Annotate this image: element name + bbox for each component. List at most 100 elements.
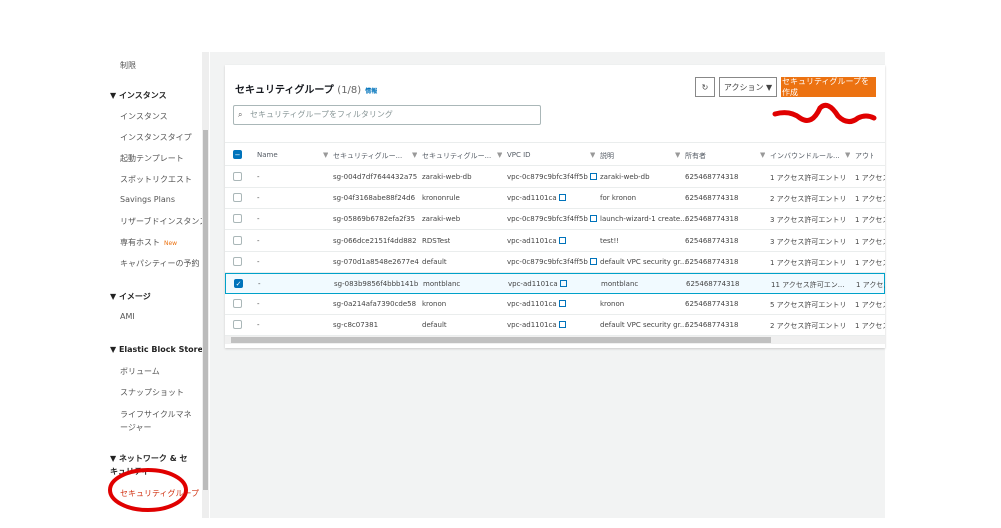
sidebar-item[interactable]: リザーブドインスタンス xyxy=(120,217,208,226)
sort-icon[interactable]: ▼ xyxy=(590,151,596,159)
cell-sg_id[interactable]: sg-04f3168abe88f24d6 xyxy=(333,194,416,203)
column-header[interactable]: VPC ID xyxy=(507,151,531,159)
cell-vpc[interactable]: vpc-0c879c9bfc3f4ff5b xyxy=(507,173,597,181)
table-row[interactable]: - sg-04f3168abe88f24d6 krononrule vpc-ad110… xyxy=(225,188,885,210)
sort-icon[interactable]: ▼ xyxy=(845,151,851,159)
cell-desc: launch-wizard-1 create... xyxy=(600,215,687,224)
column-header[interactable]: Name xyxy=(257,151,278,159)
external-link-icon[interactable] xyxy=(589,215,597,223)
column-header[interactable]: セキュリティグルー... xyxy=(333,152,403,160)
cell-sg_name: krononrule xyxy=(422,194,460,203)
sidebar-scrollbar[interactable] xyxy=(202,52,209,518)
refresh-button[interactable]: ↻ xyxy=(695,77,715,97)
row-checkbox[interactable] xyxy=(233,235,242,245)
row-checkbox[interactable] xyxy=(233,172,242,181)
sidebar-item[interactable]: スポットリクエスト xyxy=(120,175,192,184)
cell-vpc[interactable]: vpc-0c879c9bfc3f4ff5b xyxy=(507,257,597,266)
sidebar-item[interactable]: Savings Plans xyxy=(120,195,175,204)
cell-sg_id[interactable]: sg-0a214afa7390cde58 xyxy=(333,300,417,309)
sidebar: 制限 ▼ インスタンスインスタンスインスタンスタイプ 起動テンプレート スポットリクエ… xyxy=(100,52,207,518)
column-header[interactable]: セキュリティグルー... xyxy=(422,152,492,160)
select-all-checkbox[interactable]: − xyxy=(233,150,242,159)
create-security-group-button[interactable]: セキュリティグループを作成 xyxy=(781,77,876,97)
table-row[interactable]: - sg-004d7df7644432a75 zaraki-web-db vpc-0c… xyxy=(225,167,885,188)
sidebar-section-header[interactable]: ▼ Elastic Block Store xyxy=(110,345,204,354)
sort-icon[interactable]: ▼ xyxy=(760,151,766,159)
cell-vpc[interactable]: vpc-0c879c9bfc3f4ff5b xyxy=(507,215,597,223)
sidebar-item[interactable]: ボリューム xyxy=(120,367,160,376)
external-link-icon[interactable] xyxy=(589,257,597,265)
external-link-icon[interactable] xyxy=(558,321,566,329)
table-row[interactable]: - sg-0a214afa7390cde58 kronon vpc-ad1101ca k… xyxy=(225,294,885,316)
sidebar-item[interactable]: インスタンスタイプ xyxy=(120,133,192,142)
cell-owner: 625468774318 xyxy=(686,280,740,288)
cell-outbound: 1 アクセス xyxy=(855,258,885,267)
cell-vpc[interactable]: vpc-ad1101ca xyxy=(507,300,566,308)
cell-sg_id[interactable]: sg-004d7df7644432a75 xyxy=(333,173,418,181)
sidebar-item[interactable]: インスタンス xyxy=(120,112,168,121)
sidebar-section-header[interactable]: ▼ イメージ xyxy=(110,292,151,301)
cell-sg_id[interactable]: sg-05869b6782efa2f35 xyxy=(333,215,416,224)
cell-vpc[interactable]: vpc-ad1101ca xyxy=(508,280,567,288)
scrollbar-thumb[interactable] xyxy=(203,130,208,490)
search-input[interactable]: ⌕ セキュリティグループをフィルタリング xyxy=(233,105,541,125)
scrollbar-thumb[interactable] xyxy=(231,337,771,343)
external-link-icon[interactable] xyxy=(589,173,597,180)
table-row[interactable]: - sg-066dce2151f4dd882 RDSTest vpc-ad1101ca… xyxy=(225,231,885,252)
cell-sg_id[interactable]: sg-070d1a8548e2677e4 xyxy=(333,257,419,266)
sort-icon[interactable]: ▼ xyxy=(497,151,503,159)
column-header[interactable]: 説明 xyxy=(600,152,614,160)
sort-icon[interactable]: ▼ xyxy=(412,151,418,159)
new-badge: New xyxy=(164,240,178,247)
search-icon: ⌕ xyxy=(238,110,243,119)
external-link-icon[interactable] xyxy=(558,194,566,202)
column-header[interactable]: 所有者 xyxy=(685,152,706,160)
column-header[interactable]: アウトバン xyxy=(855,152,873,160)
cell-inbound: 3 アクセス許可エントリ xyxy=(770,216,847,225)
sidebar-item-limits[interactable]: 制限 xyxy=(120,61,136,70)
cell-outbound: 1 アクセス xyxy=(855,216,885,225)
cell-vpc[interactable]: vpc-ad1101ca xyxy=(507,236,566,245)
sidebar-item[interactable]: 専有ホスト New xyxy=(120,238,178,247)
cell-vpc[interactable]: vpc-ad1101ca xyxy=(507,321,566,329)
external-link-icon[interactable] xyxy=(559,280,567,287)
row-checkbox[interactable] xyxy=(233,320,242,330)
external-link-icon[interactable] xyxy=(558,300,566,308)
sidebar-item[interactable]: ライフサイクルマネージャー xyxy=(120,410,192,432)
table-horizontal-scrollbar[interactable] xyxy=(225,336,885,344)
row-checkbox[interactable] xyxy=(233,193,242,203)
row-checkbox[interactable] xyxy=(233,299,242,309)
column-header[interactable]: インバウンドルール... xyxy=(770,152,840,160)
actions-button[interactable]: アクション ▼ xyxy=(719,77,777,97)
cell-sg_id[interactable]: sg-083b9856f4bbb141b xyxy=(334,280,419,288)
sort-icon[interactable]: ▼ xyxy=(323,151,329,159)
sidebar-item[interactable]: キャパシティーの予約 xyxy=(120,259,200,268)
table-header: − Name ▼ セキュリティグルー... ▼ セキュリティグルー... ▼ VPC ID ▼… xyxy=(225,142,885,166)
row-checkbox[interactable]: ✓ xyxy=(234,279,243,288)
cell-sg_id[interactable]: sg-066dce2151f4dd882 xyxy=(333,236,417,245)
sort-icon[interactable]: ▼ xyxy=(675,151,681,159)
sidebar-item[interactable]: 起動テンプレート xyxy=(120,154,184,163)
cell-owner: 625468774318 xyxy=(685,215,739,224)
sidebar-item[interactable]: AMI xyxy=(120,312,135,321)
external-link-icon[interactable] xyxy=(558,236,566,244)
table-row[interactable]: ✓ - sg-083b9856f4bbb141b montblanc vpc-ad110… xyxy=(225,273,885,294)
sidebar-section-header[interactable]: ▼ インスタンス xyxy=(110,91,167,100)
cell-sg_name: default xyxy=(422,257,447,266)
sidebar-item[interactable]: スナップショット xyxy=(120,388,184,397)
cell-desc: default VPC security gr... xyxy=(600,257,687,266)
info-link[interactable]: 情報 xyxy=(365,88,378,95)
cell-desc: kronon xyxy=(600,300,625,309)
cell-vpc[interactable]: vpc-ad1101ca xyxy=(507,194,566,202)
cell-sg_id[interactable]: sg-c8c07381 xyxy=(333,321,379,330)
cell-desc: for kronon xyxy=(600,194,637,203)
row-checkbox[interactable] xyxy=(233,214,242,224)
table-row[interactable]: - sg-05869b6782efa2f35 zaraki-web vpc-0c879… xyxy=(225,209,885,231)
table-row[interactable]: - sg-070d1a8548e2677e4 default vpc-0c879c9b… xyxy=(225,252,885,273)
row-checkbox[interactable] xyxy=(233,256,242,266)
cell-desc: montblanc xyxy=(601,280,639,288)
sidebar-item[interactable]: セキュリティグループ xyxy=(120,489,200,498)
cell-name: - xyxy=(257,215,260,224)
table-row[interactable]: - sg-c8c07381 default vpc-ad1101ca default V… xyxy=(225,315,885,337)
